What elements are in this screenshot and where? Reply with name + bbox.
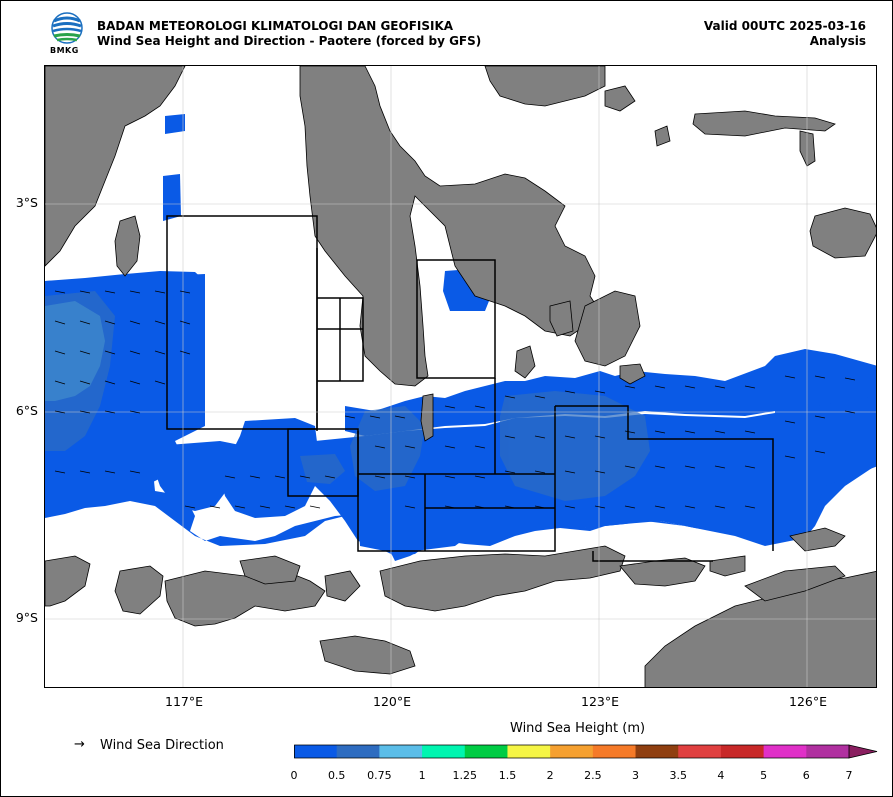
colorbar-swatch	[422, 745, 466, 758]
lat-label-3s: 3°S	[15, 195, 38, 210]
direction-arrows	[54, 290, 856, 509]
colorbar-tick-label: 6	[802, 769, 810, 782]
wave-field	[45, 114, 876, 561]
colorbar	[294, 744, 878, 768]
colorbar-tick-label: 0	[290, 769, 298, 782]
colorbar-tick-label: 4	[717, 769, 725, 782]
colorbar-tick-label: 0.5	[327, 769, 346, 782]
colorbar-border	[294, 744, 849, 759]
product-title: Wind Sea Height and Direction - Paotere …	[97, 34, 482, 48]
domain-boxes	[166, 215, 774, 562]
bmkg-logo	[48, 12, 86, 56]
colorbar-swatch	[464, 745, 508, 758]
colorbar-tick-label: 2.5	[584, 769, 602, 782]
colorbar-swatch	[507, 745, 551, 758]
colorbar-tick-label: 1.5	[498, 769, 517, 782]
colorbar-tick-label: 0.75	[367, 769, 392, 782]
colorbar-swatch	[336, 745, 380, 758]
colorbar-swatches	[294, 744, 878, 759]
colorbar-swatch	[592, 745, 637, 758]
colorbar-title: Wind Sea Height (m)	[510, 721, 646, 736]
header-right: Valid 00UTC 2025-03-16 Analysis	[704, 19, 866, 49]
graticule	[45, 66, 876, 687]
lon-label-123e: 123°E	[580, 694, 620, 709]
colorbar-swatch	[635, 745, 679, 758]
colorbar-tick-label: 1.25	[452, 769, 478, 782]
colorbar-extension	[848, 744, 878, 759]
agency-title: BADAN METEOROLOGI KLIMATOLOGI DAN GEOFIS…	[97, 19, 454, 33]
colorbar-swatch	[379, 745, 423, 758]
colorbar-swatch	[763, 745, 807, 758]
colorbar-swatch	[294, 745, 338, 758]
direction-arrow-icon: →	[74, 737, 85, 752]
lon-label-126e: 126°E	[788, 694, 828, 709]
header-left: BADAN METEOROLOGI KLIMATOLOGI DAN GEOFIS…	[97, 19, 481, 49]
colorbar-swatch	[806, 745, 850, 758]
colorbar-swatch	[550, 745, 594, 758]
lon-label-120e: 120°E	[372, 694, 412, 709]
colorbar-tick-label: 7	[845, 769, 853, 782]
colorbar-tick-label: 5	[760, 769, 768, 782]
colorbar-tick-label: 1	[418, 769, 426, 782]
map-panel	[44, 65, 877, 688]
colorbar-tick-label: 2	[546, 769, 554, 782]
direction-legend-label: Wind Sea Direction	[100, 738, 224, 753]
lat-label-9s: 9°S	[15, 610, 38, 625]
colorbar-swatch	[678, 745, 722, 758]
analysis-label: Analysis	[809, 34, 866, 48]
colorbar-swatch	[720, 745, 765, 758]
colorbar-tick-label: 3.5	[669, 769, 687, 782]
lat-label-6s: 6°S	[15, 403, 38, 418]
logo-text: BMKG	[50, 46, 79, 55]
valid-time: Valid 00UTC 2025-03-16	[703, 19, 866, 33]
lon-label-117e: 117°E	[164, 694, 204, 709]
colorbar-tick-label: 3	[632, 769, 640, 782]
